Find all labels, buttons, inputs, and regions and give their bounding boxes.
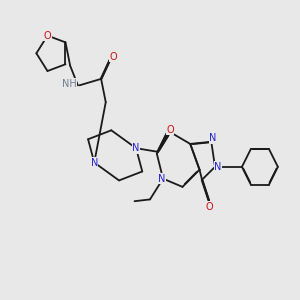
Text: N: N bbox=[209, 133, 217, 143]
Text: O: O bbox=[166, 124, 174, 135]
Text: N: N bbox=[132, 143, 140, 153]
Text: O: O bbox=[205, 202, 213, 212]
Text: NH: NH bbox=[62, 79, 76, 88]
Text: N: N bbox=[91, 158, 98, 167]
Text: O: O bbox=[109, 52, 117, 62]
Text: N: N bbox=[214, 162, 222, 172]
Text: O: O bbox=[44, 31, 51, 40]
Text: N: N bbox=[158, 174, 165, 184]
